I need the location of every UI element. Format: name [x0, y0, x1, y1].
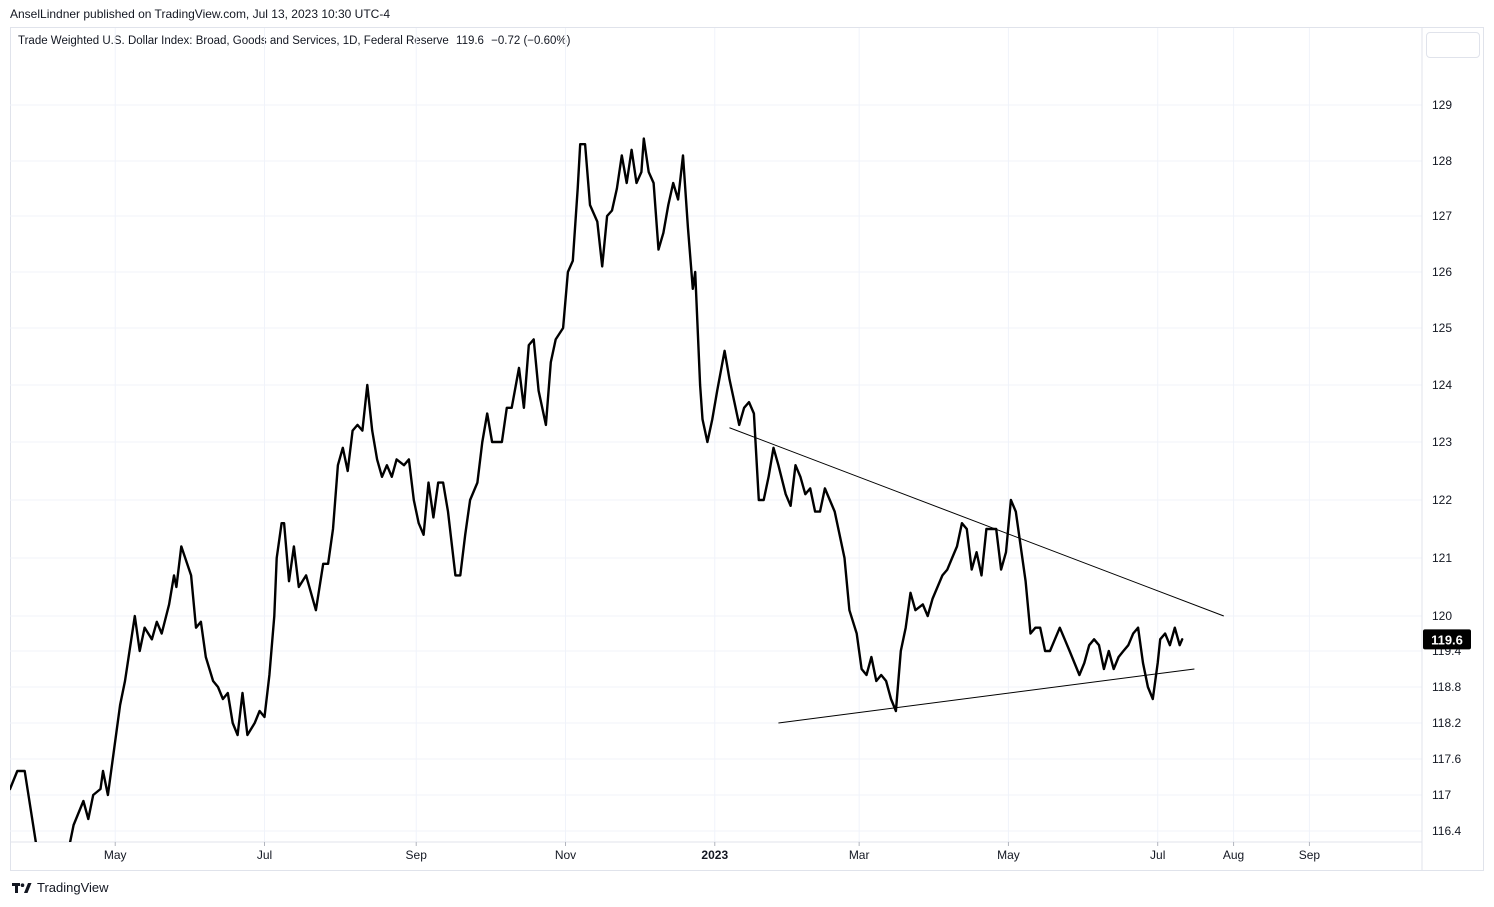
publisher-line: AnselLindner published on TradingView.co…: [10, 7, 391, 21]
y-tick-label: 118.2: [1432, 716, 1461, 730]
y-tick-label: 116.4: [1432, 824, 1461, 838]
legend-symbol-name[interactable]: Trade Weighted U.S. Dollar Index: Broad,…: [18, 35, 449, 47]
trendline-resistance[interactable]: [729, 427, 1224, 617]
x-tick-label: May: [104, 848, 127, 862]
series-layer: [10, 137, 1184, 849]
x-tick-label: Mar: [849, 848, 870, 862]
x-tick-label: Nov: [555, 848, 576, 862]
trendline-support[interactable]: [778, 668, 1195, 724]
y-tick-label: 117: [1432, 788, 1451, 802]
x-tick-label: Sep: [1299, 848, 1321, 862]
chart-legend: Trade Weighted U.S. Dollar Index: Broad,…: [18, 35, 574, 47]
y-tick-label: 127: [1432, 209, 1452, 223]
x-tick-label: 2023: [701, 848, 728, 862]
x-tick-label: Aug: [1223, 848, 1244, 862]
y-tick-label: 124: [1432, 378, 1452, 392]
price-axis[interactable]: 116.4117117.6118.2118.8119.4120121122123…: [1432, 98, 1461, 838]
y-tick-label: 122: [1432, 493, 1452, 507]
legend-last-value: 119.6: [456, 35, 484, 47]
y-tick-label: 118.8: [1432, 680, 1461, 694]
x-tick-label: Sep: [406, 848, 428, 862]
y-tick-label: 129: [1432, 98, 1452, 112]
legend-change: −0.72 (−0.60%): [491, 35, 571, 47]
y-tick-label: 121: [1432, 551, 1452, 565]
x-tick-label: Jul: [1150, 848, 1165, 862]
grid-lines: [10, 28, 1422, 842]
x-tick-label: Jul: [257, 848, 272, 862]
x-tick-label: May: [997, 848, 1020, 862]
series-line[interactable]: [10, 137, 1184, 849]
y-tick-label: 123: [1432, 435, 1452, 449]
last-price-label: 119.6: [1431, 632, 1463, 647]
trendline-layer: [729, 427, 1224, 724]
y-tick-label: 125: [1432, 321, 1452, 335]
footer-brand[interactable]: TradingView: [12, 880, 109, 895]
time-axis[interactable]: May Jul Sep Nov 2023 Mar May Jul Aug Sep: [104, 842, 1321, 862]
y-tick-label: 126: [1432, 265, 1452, 279]
y-tick-label: 128: [1432, 154, 1452, 168]
last-price-label-bg: [1423, 629, 1471, 650]
chart-settings-box[interactable]: [1426, 32, 1480, 58]
price-label-layer: 119.6: [1423, 629, 1471, 650]
footer-brand-label: TradingView: [37, 880, 109, 895]
y-tick-label: 120: [1432, 609, 1452, 623]
y-tick-label: 117.6: [1432, 752, 1461, 766]
chart-frame: [10, 27, 1484, 871]
tradingview-logo-icon: [12, 882, 32, 893]
